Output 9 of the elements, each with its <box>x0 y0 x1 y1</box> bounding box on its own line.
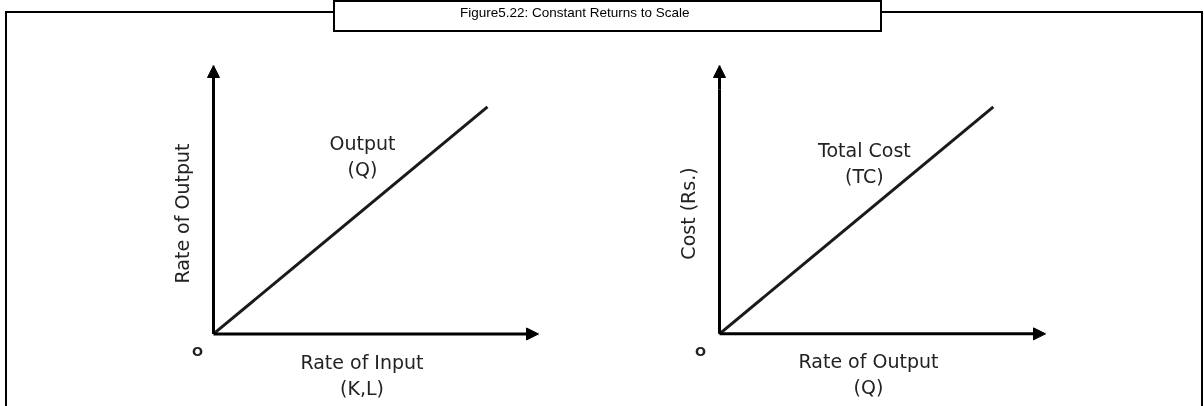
series-label: Total Cost (TC) <box>817 138 911 188</box>
series-label: Output (Q) <box>329 132 396 181</box>
chart-title: Figure5.22: Constant Returns to Scale <box>333 0 882 32</box>
text: O <box>694 344 707 360</box>
text: O <box>191 344 204 360</box>
y-axis-title: Cost (Rs.) <box>676 167 699 260</box>
x-axis-title: Rate of Input (K,L) <box>300 350 424 399</box>
y-axis-title: Rate of Output <box>170 143 193 284</box>
x-axis-title: Rate of Output (Q) <box>798 349 939 398</box>
